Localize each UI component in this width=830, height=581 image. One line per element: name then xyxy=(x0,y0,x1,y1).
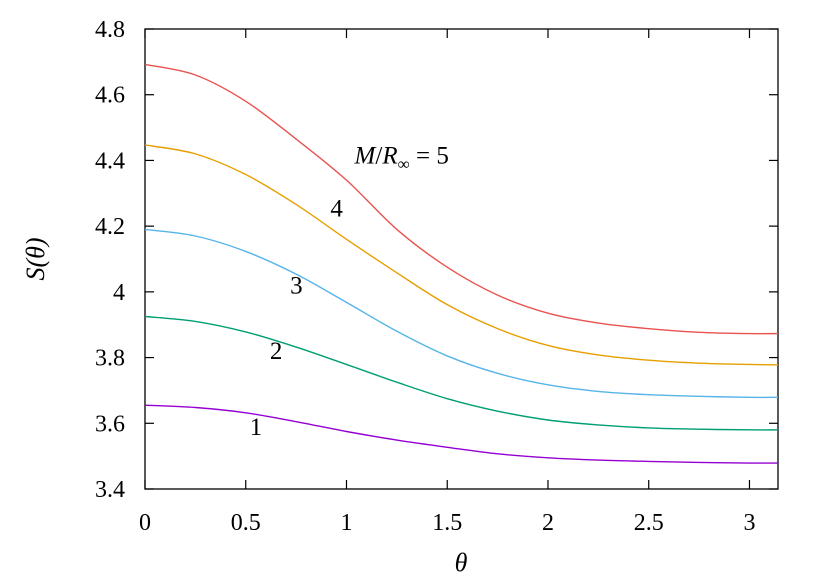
series-label-3: 3 xyxy=(290,273,303,300)
series-line-1 xyxy=(144,404,779,464)
y-tick-label: 4.2 xyxy=(95,214,125,240)
x-tick-labels: 0 0.5 1 1.5 2 2.5 3 xyxy=(139,510,755,536)
series-label-1: 1 xyxy=(250,414,263,441)
x-tick-label: 3 xyxy=(743,510,755,536)
series-line-5 xyxy=(144,63,779,335)
y-tick-label: 3.8 xyxy=(95,346,125,372)
x-tick-label: 1.5 xyxy=(432,510,462,536)
y-axis-title: S(θ) xyxy=(21,237,50,280)
series-lines xyxy=(144,63,779,464)
series-label-2: 2 xyxy=(270,338,283,365)
y-tick-label: 4.4 xyxy=(95,148,125,174)
y-tick-labels: 3.4 3.6 3.8 4 4.2 4.4 4.6 4.8 xyxy=(95,17,125,503)
y-tick-label: 4.8 xyxy=(95,17,125,43)
x-tick-label: 2 xyxy=(542,510,554,536)
y-tick-label: 4 xyxy=(113,280,125,306)
series-label-5: M/R∞ = 5 xyxy=(354,143,449,174)
series-label-4: 4 xyxy=(330,195,343,222)
series-line-3 xyxy=(144,228,779,399)
x-tick-label: 2.5 xyxy=(634,510,664,536)
tick-marks xyxy=(144,28,778,490)
y-tick-label: 3.6 xyxy=(95,411,125,437)
x-tick-label: 1 xyxy=(340,510,352,536)
x-tick-label: 0 xyxy=(139,510,151,536)
series-line-4 xyxy=(144,144,779,366)
y-tick-label: 3.4 xyxy=(95,477,125,503)
x-axis-title: θ xyxy=(455,548,468,577)
plot-frame xyxy=(144,28,779,490)
series-line-2 xyxy=(144,315,779,431)
y-tick-label: 4.6 xyxy=(95,83,125,109)
x-tick-label: 0.5 xyxy=(231,510,261,536)
series-annotations: 1 2 3 4 M/R∞ = 5 xyxy=(250,143,449,441)
